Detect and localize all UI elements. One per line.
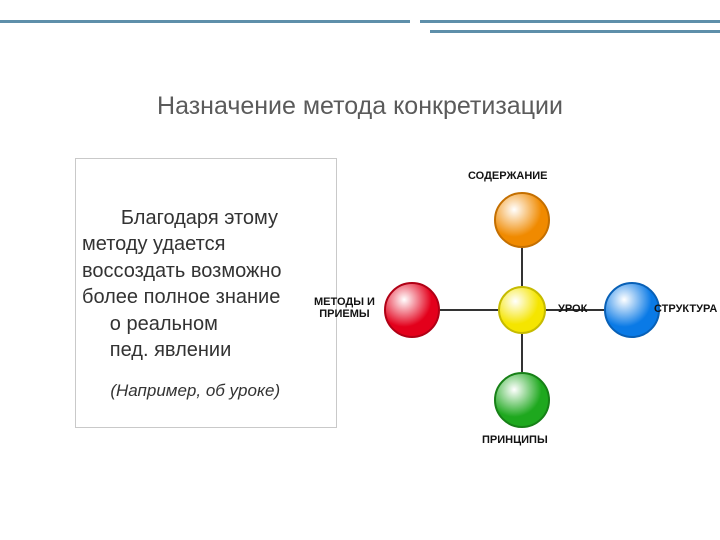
diagram-node-label-bottom: ПРИНЦИПЫ bbox=[482, 434, 548, 446]
diagram-edge bbox=[440, 309, 498, 311]
header-rule bbox=[0, 20, 410, 23]
diagram-node-label-left: МЕТОДЫ И ПРИЕМЫ bbox=[314, 296, 375, 320]
diagram-edge bbox=[521, 334, 523, 372]
diagram-node-top bbox=[494, 192, 550, 248]
diagram-edge bbox=[521, 248, 523, 286]
diagram-node-center bbox=[498, 286, 546, 334]
body-note: (Например, об уроке) bbox=[82, 380, 320, 402]
diagram-node-label-center: УРОК bbox=[558, 303, 587, 315]
header-rule bbox=[420, 20, 720, 23]
diagram-node-left bbox=[384, 282, 440, 338]
diagram-node-label-right: СТРУКТУРА bbox=[654, 303, 717, 315]
diagram-node-bottom bbox=[494, 372, 550, 428]
concept-diagram: СОДЕРЖАНИЕСТРУКТУРАПРИНЦИПЫМЕТОДЫ И ПРИЕ… bbox=[352, 170, 692, 450]
header-rule bbox=[430, 30, 720, 33]
diagram-node-label-top: СОДЕРЖАНИЕ bbox=[468, 170, 548, 182]
page-title: Назначение метода конкретизации bbox=[0, 92, 720, 121]
diagram-node-right bbox=[604, 282, 660, 338]
body-text: Благодаря этому методу удается воссоздат… bbox=[82, 205, 320, 363]
